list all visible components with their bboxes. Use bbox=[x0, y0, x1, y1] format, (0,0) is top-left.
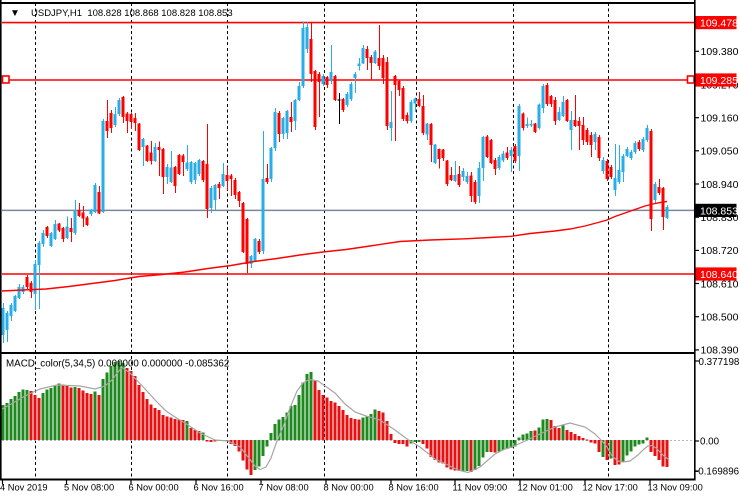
svg-text:109.478: 109.478 bbox=[700, 18, 738, 30]
svg-text:108.640: 108.640 bbox=[700, 269, 738, 281]
svg-text:0.377198: 0.377198 bbox=[699, 357, 740, 368]
svg-text:12 Nov 01:00: 12 Nov 01:00 bbox=[518, 483, 573, 493]
svg-text:▼: ▼ bbox=[10, 8, 20, 19]
svg-text:MACD_color(5,34,5) 0.000000 0.: MACD_color(5,34,5) 0.000000 0.000000 -0.… bbox=[6, 359, 229, 370]
svg-text:109.160: 109.160 bbox=[701, 113, 739, 125]
svg-text:5 Nov 08:00: 5 Nov 08:00 bbox=[64, 483, 114, 493]
svg-text:6 Nov 00:00: 6 Nov 00:00 bbox=[129, 483, 179, 493]
svg-text:12 Nov 17:00: 12 Nov 17:00 bbox=[583, 483, 638, 493]
svg-text:6 Nov 16:00: 6 Nov 16:00 bbox=[194, 483, 244, 493]
svg-text:108.390: 108.390 bbox=[701, 345, 739, 357]
svg-text:109.050: 109.050 bbox=[701, 146, 739, 158]
svg-text:108.853: 108.853 bbox=[700, 205, 738, 217]
svg-text:7 Nov 08:00: 7 Nov 08:00 bbox=[259, 483, 309, 493]
svg-text:108.500: 108.500 bbox=[701, 312, 739, 324]
svg-text:109.285: 109.285 bbox=[700, 75, 738, 87]
svg-text:13 Nov 09:00: 13 Nov 09:00 bbox=[648, 483, 703, 493]
svg-text:108.610: 108.610 bbox=[701, 278, 739, 290]
svg-text:109.380: 109.380 bbox=[701, 46, 739, 58]
svg-text:108.940: 108.940 bbox=[701, 179, 739, 191]
svg-text:4 Nov 2019: 4 Nov 2019 bbox=[0, 483, 48, 493]
svg-text:USDJPY,H1 108.828 108.868 108: USDJPY,H1 108.828 108.868 108.828 108.85… bbox=[31, 8, 233, 19]
svg-text:-0.169896: -0.169896 bbox=[695, 467, 740, 478]
svg-text:8 Nov 00:00: 8 Nov 00:00 bbox=[324, 483, 374, 493]
svg-text:11 Nov 09:00: 11 Nov 09:00 bbox=[453, 483, 508, 493]
svg-text:0.00: 0.00 bbox=[700, 437, 720, 448]
svg-text:108.720: 108.720 bbox=[701, 245, 739, 257]
svg-text:8 Nov 16:00: 8 Nov 16:00 bbox=[389, 483, 439, 493]
